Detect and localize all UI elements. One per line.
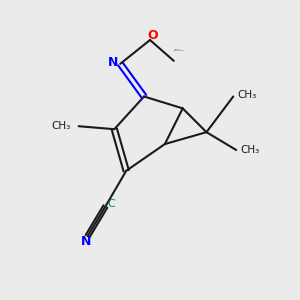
Text: N: N (108, 56, 118, 69)
Text: CH₃: CH₃ (241, 145, 260, 155)
Text: C: C (107, 199, 115, 209)
Text: methoxy: methoxy (175, 49, 182, 50)
Text: O: O (148, 29, 158, 42)
Text: CH₃: CH₃ (51, 121, 70, 131)
Text: N: N (81, 235, 91, 248)
Text: CH₃: CH₃ (238, 90, 257, 100)
Text: methoxy_label: methoxy_label (174, 49, 184, 51)
